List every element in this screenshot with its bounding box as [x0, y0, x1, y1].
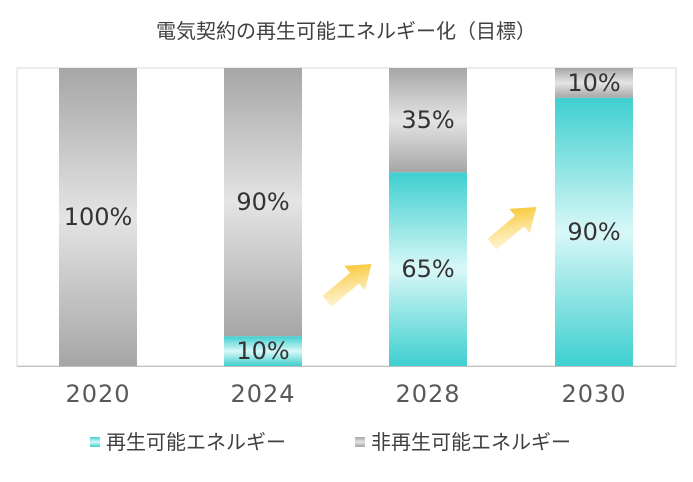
legend-label-renewable: 再生可能エネルギー — [106, 430, 286, 454]
legend-swatch-nonrenewable — [355, 437, 365, 447]
bar-renewable-2028 — [389, 172, 467, 366]
bar-nonrenewable-2028 — [389, 68, 467, 173]
chart-title: 電気契約の再生可能エネルギー化（目標） — [156, 19, 536, 43]
bar-nonrenewable-2024 — [224, 68, 302, 337]
bar-nonrenewable-2020 — [59, 68, 137, 366]
legend-swatch-renewable — [90, 437, 100, 447]
data-label-nonrenewable-2020: 100% — [64, 203, 133, 231]
data-label-renewable-2024: 10% — [236, 337, 289, 365]
x-tick-label-2020: 2020 — [65, 380, 130, 408]
bar-renewable-2024 — [224, 336, 302, 366]
x-tick-labels-group: 2020 2024 2028 2030 — [65, 380, 626, 408]
legend-label-nonrenewable: 非再生可能エネルギー — [371, 430, 571, 454]
arrows-group — [322, 207, 537, 307]
bar-renewable-2030 — [555, 97, 633, 367]
data-label-nonrenewable-2024: 90% — [236, 188, 289, 216]
bar-nonrenewable-2030 — [555, 68, 633, 98]
data-label-nonrenewable-2028: 35% — [401, 106, 454, 134]
data-label-nonrenewable-2030: 10% — [567, 69, 620, 97]
data-label-renewable-2030: 90% — [567, 218, 620, 246]
arrow-2024-2028-icon — [322, 264, 372, 307]
legend: 再生可能エネルギー 非再生可能エネルギー — [90, 430, 571, 454]
x-tick-label-2024: 2024 — [230, 380, 295, 408]
data-label-renewable-2028: 65% — [401, 255, 454, 283]
arrow-2028-2030-icon — [487, 207, 537, 250]
x-tick-label-2028: 2028 — [395, 380, 460, 408]
bars-group — [59, 68, 633, 367]
segment-labels-group: 100% 10% 90% 65% 35% 90% 10% — [64, 69, 621, 365]
x-tick-label-2030: 2030 — [561, 380, 626, 408]
